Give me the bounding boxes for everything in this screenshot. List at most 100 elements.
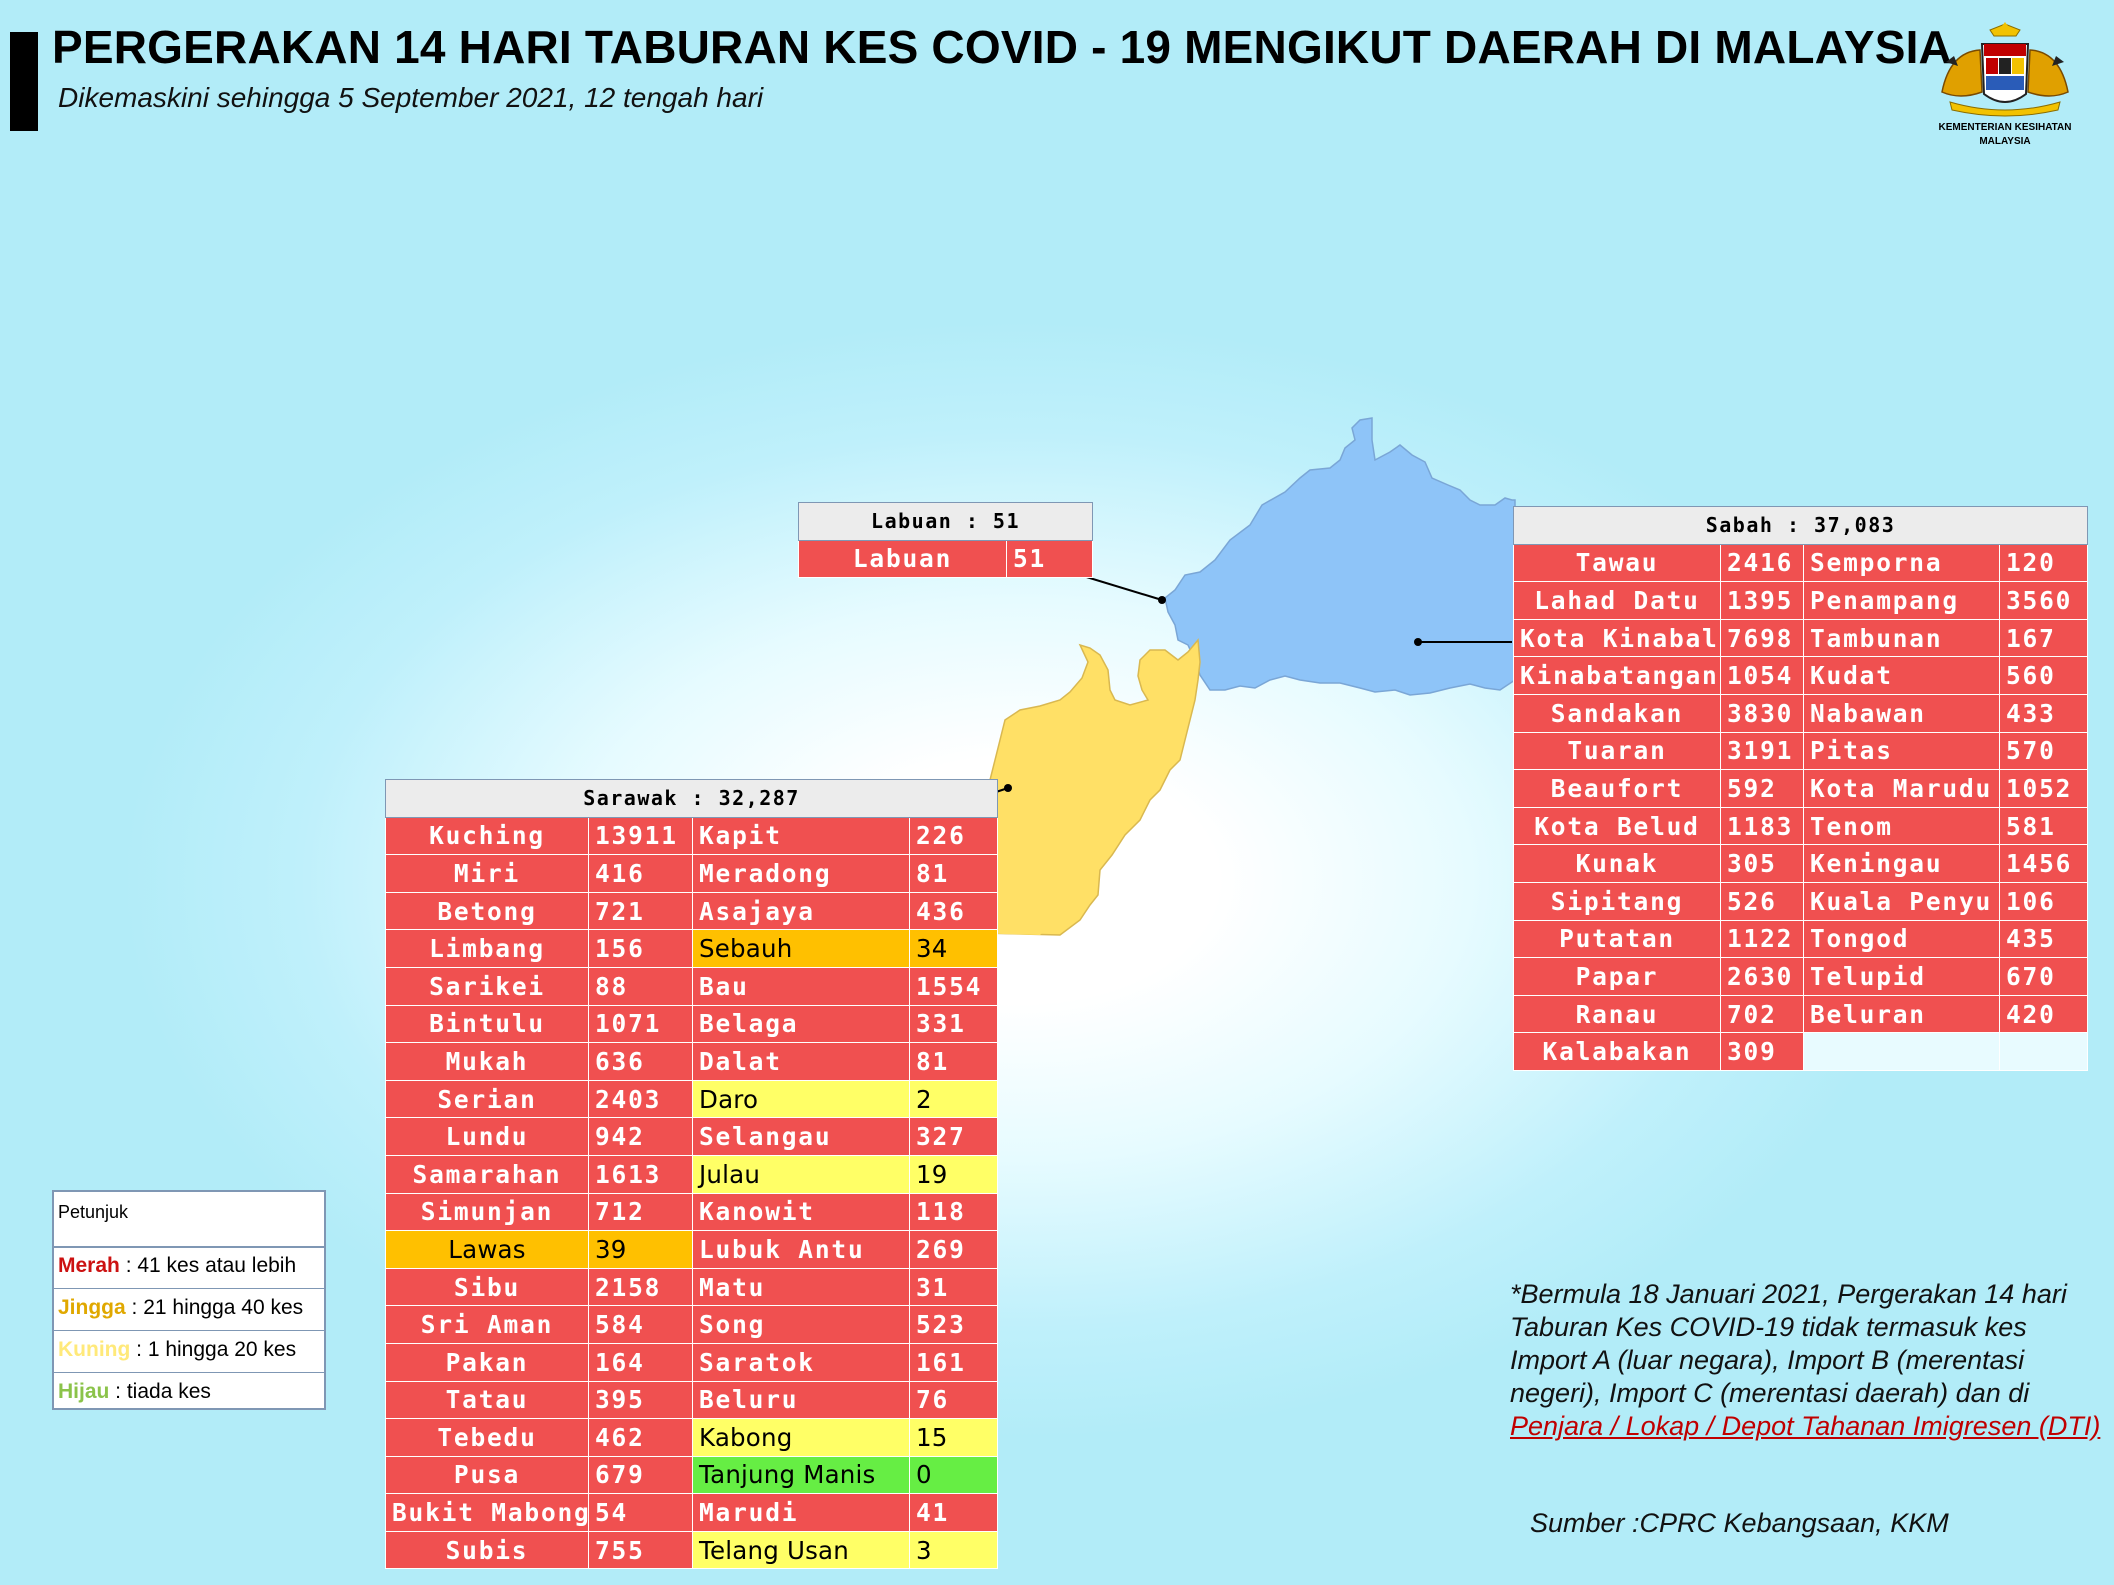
district-name: Simunjan bbox=[385, 1192, 589, 1232]
table-row: Pusa 679 Tanjung Manis 0 bbox=[385, 1455, 999, 1495]
legend-box: Petunjuk Merah : 41 kes atau lebih Jingga… bbox=[52, 1190, 326, 1410]
district-name: Sri Aman bbox=[385, 1305, 589, 1344]
district-name: Nabawan bbox=[1803, 693, 2000, 733]
table-row: Kalabakan 309 bbox=[1513, 1032, 2089, 1071]
legend-divider bbox=[54, 1372, 324, 1373]
table-heading: Labuan : 51 bbox=[797, 502, 1094, 541]
case-count: 2 bbox=[908, 1079, 999, 1119]
district-name: Pitas bbox=[1803, 731, 2000, 771]
case-count: 161 bbox=[908, 1342, 999, 1382]
case-count: 570 bbox=[1998, 731, 2089, 771]
district-name: Kapit bbox=[692, 816, 910, 856]
title-accent-bar bbox=[10, 32, 38, 131]
district-name: Lundu bbox=[385, 1117, 589, 1156]
table-row: Simunjan 712 Kanowit 118 bbox=[385, 1192, 999, 1232]
footnote: *Bermula 18 Januari 2021, Pergerakan 14 … bbox=[1510, 1278, 2110, 1443]
logo-line-2: MALAYSIA bbox=[1979, 136, 2031, 147]
table-row: Pakan 164 Saratok 161 bbox=[385, 1342, 999, 1382]
table-row: Tuaran 3191 Pitas 570 bbox=[1513, 731, 2089, 771]
district-name: Tanjung Manis bbox=[692, 1455, 910, 1495]
table-row: Sandakan 3830 Nabawan 433 bbox=[1513, 693, 2089, 733]
district-name: Belaga bbox=[692, 1004, 910, 1044]
coat-of-arms-icon bbox=[1941, 22, 2069, 117]
footnote-link[interactable]: Penjara / Lokap / Depot Tahanan Imigrese… bbox=[1510, 1411, 2101, 1441]
table-row: Kinabatangan 1054 Kudat 560 bbox=[1513, 656, 2089, 695]
district-name: Putatan bbox=[1513, 919, 1721, 959]
case-count: 584 bbox=[588, 1305, 693, 1344]
case-count: 81 bbox=[908, 854, 999, 893]
labuan-pointer-dot bbox=[1158, 596, 1166, 604]
case-count: 167 bbox=[1998, 618, 2089, 658]
district-name: Keningau bbox=[1803, 844, 2000, 883]
table-row: Sarikei 88 Bau 1554 bbox=[385, 966, 999, 1006]
legend-text: : 41 kes atau lebih bbox=[119, 1254, 297, 1277]
table-row: Tawau 2416 Semporna 120 bbox=[1513, 543, 2089, 583]
district-name: Selangau bbox=[692, 1117, 910, 1156]
legend-item: Hijau : tiada kes bbox=[58, 1380, 211, 1404]
district-name: Betong bbox=[385, 891, 589, 931]
district-name: Labuan bbox=[798, 539, 1007, 579]
district-name: Marudi bbox=[692, 1493, 910, 1532]
case-count: 0 bbox=[908, 1455, 999, 1495]
table-row: Limbang 156 Sebauh 34 bbox=[385, 929, 999, 968]
legend-divider bbox=[54, 1288, 324, 1289]
case-count: 164 bbox=[588, 1342, 693, 1382]
legend-separator bbox=[54, 1246, 324, 1248]
case-count: 2158 bbox=[588, 1267, 693, 1307]
case-count: 81 bbox=[908, 1042, 999, 1081]
district-name: Lawas bbox=[385, 1230, 589, 1269]
case-count: 942 bbox=[588, 1117, 693, 1156]
table-header-row: Labuan : 51 bbox=[797, 502, 1094, 541]
page-title: PERGERAKAN 14 HARI TABURAN KES COVID - 1… bbox=[52, 21, 1952, 73]
case-count: 436 bbox=[908, 891, 999, 931]
district-name: Kanowit bbox=[692, 1192, 910, 1232]
table-row: Lahad Datu 1395 Penampang 3560 bbox=[1513, 581, 2089, 620]
district-name: Saratok bbox=[692, 1342, 910, 1382]
table-row: Betong 721 Asajaya 436 bbox=[385, 891, 999, 931]
district-name: Kuching bbox=[385, 816, 589, 856]
page-subtitle: Dikemaskini sehingga 5 September 2021, 1… bbox=[58, 82, 764, 113]
table-heading: Sabah : 37,083 bbox=[1512, 506, 2089, 545]
table-row: Kuching 13911 Kapit 226 bbox=[385, 816, 999, 856]
case-count: 1052 bbox=[1998, 769, 2089, 808]
case-count: 13911 bbox=[588, 816, 693, 856]
district-name: Julau bbox=[692, 1154, 910, 1194]
district-name bbox=[1803, 1032, 2000, 1071]
district-name: Beluran bbox=[1803, 994, 2000, 1034]
district-name: Kota Marudu bbox=[1803, 769, 2000, 808]
case-count: 712 bbox=[588, 1192, 693, 1232]
case-count: 76 bbox=[908, 1380, 999, 1420]
district-name: Tambunan bbox=[1803, 618, 2000, 658]
district-name: Lubuk Antu bbox=[692, 1230, 910, 1269]
legend-divider bbox=[54, 1330, 324, 1331]
district-name: Serian bbox=[385, 1079, 589, 1119]
district-name: Daro bbox=[692, 1079, 910, 1119]
case-count: 41 bbox=[908, 1493, 999, 1532]
district-name: Kinabatangan bbox=[1513, 656, 1721, 695]
case-count: 592 bbox=[1720, 769, 1804, 808]
table-row: Tebedu 462 Kabong 15 bbox=[385, 1418, 999, 1457]
table-row: Putatan 1122 Tongod 435 bbox=[1513, 919, 2089, 959]
case-count: 309 bbox=[1720, 1032, 1804, 1071]
table-row: Labuan 51 bbox=[798, 539, 1094, 579]
district-name: Matu bbox=[692, 1267, 910, 1307]
district-name: Tebedu bbox=[385, 1418, 589, 1457]
case-count: 435 bbox=[1998, 919, 2089, 959]
district-name: Telang Usan bbox=[692, 1530, 910, 1570]
district-name: Kalabakan bbox=[1513, 1032, 1721, 1071]
legend-key: Jingga bbox=[58, 1296, 126, 1319]
table-heading: Sarawak : 32,287 bbox=[384, 779, 999, 818]
case-count: 31 bbox=[908, 1267, 999, 1307]
case-count: 433 bbox=[1998, 693, 2089, 733]
table-row: Lawas 39 Lubuk Antu 269 bbox=[385, 1230, 999, 1269]
case-count: 1554 bbox=[908, 966, 999, 1006]
district-name: Tongod bbox=[1803, 919, 2000, 959]
table-row: Serian 2403 Daro 2 bbox=[385, 1079, 999, 1119]
case-count: 156 bbox=[588, 929, 693, 968]
legend-item: Kuning : 1 hingga 20 kes bbox=[58, 1338, 296, 1362]
case-count: 702 bbox=[1720, 994, 1804, 1034]
district-name: Sibu bbox=[385, 1267, 589, 1307]
legend-key: Merah bbox=[58, 1254, 120, 1277]
district-name: Sipitang bbox=[1513, 881, 1721, 921]
district-name: Tuaran bbox=[1513, 731, 1721, 771]
